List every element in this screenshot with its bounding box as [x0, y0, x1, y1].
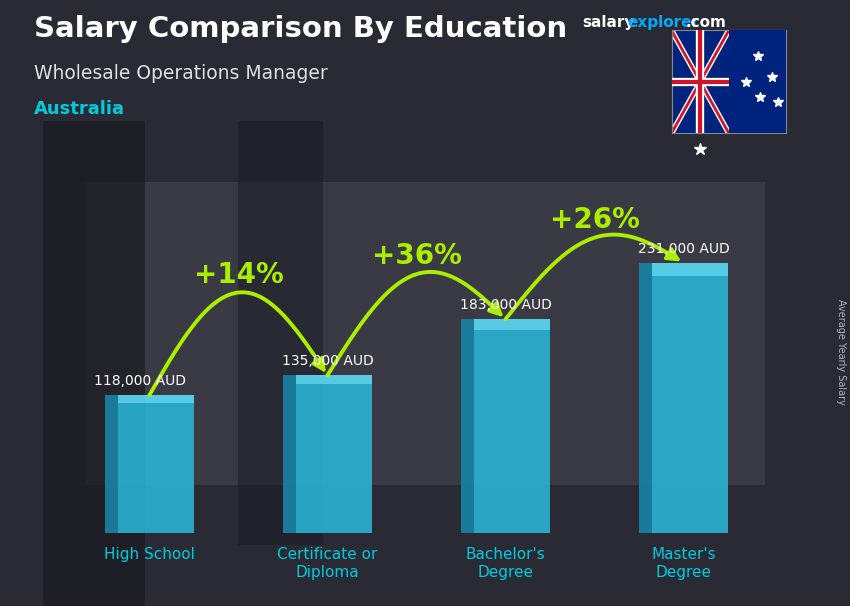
Text: salary: salary — [582, 15, 635, 30]
Bar — [42, 121, 144, 606]
Bar — [118, 395, 194, 533]
Text: Average Yearly Salary: Average Yearly Salary — [836, 299, 846, 404]
Bar — [297, 375, 372, 384]
Text: Australia: Australia — [34, 100, 125, 118]
Bar — [728, 30, 786, 133]
Bar — [283, 375, 297, 533]
Text: 231,000 AUD: 231,000 AUD — [638, 242, 729, 256]
Text: 135,000 AUD: 135,000 AUD — [281, 355, 373, 368]
Text: explorer: explorer — [627, 15, 700, 30]
Bar — [238, 121, 323, 545]
Bar — [474, 319, 550, 330]
Bar — [653, 263, 728, 533]
Bar — [85, 182, 765, 485]
Text: .com: .com — [685, 15, 726, 30]
Text: 118,000 AUD: 118,000 AUD — [94, 374, 186, 388]
Text: +26%: +26% — [550, 206, 640, 234]
Text: Wholesale Operations Manager: Wholesale Operations Manager — [34, 64, 328, 82]
Bar — [461, 319, 474, 533]
Text: +14%: +14% — [194, 261, 284, 289]
Text: Salary Comparison By Education: Salary Comparison By Education — [34, 15, 567, 43]
Bar — [474, 319, 550, 533]
Bar — [118, 395, 194, 403]
Text: 183,000 AUD: 183,000 AUD — [460, 298, 552, 312]
Bar — [297, 375, 372, 533]
Bar — [105, 395, 118, 533]
Text: +36%: +36% — [372, 242, 462, 270]
Bar — [639, 263, 653, 533]
Bar — [653, 263, 728, 276]
